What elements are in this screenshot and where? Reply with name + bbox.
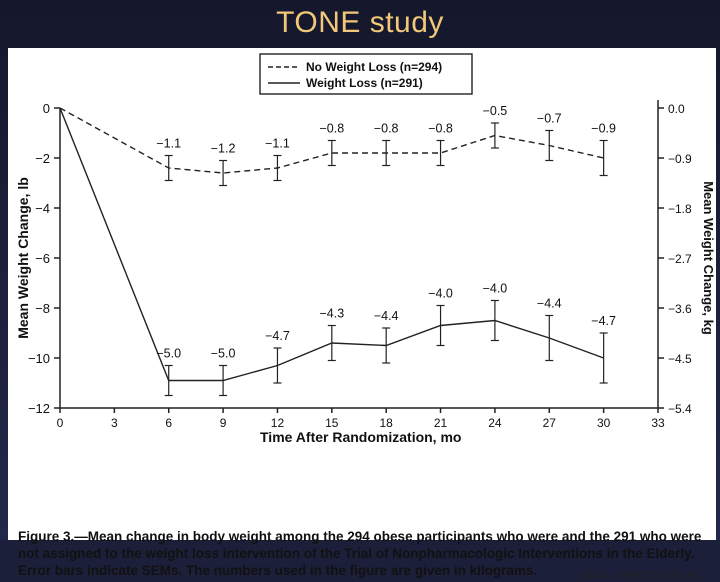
weight-loss-line (59, 107, 604, 382)
x-tick-label: 12 (271, 416, 285, 430)
data-label: −1.2 (211, 142, 236, 156)
data-label: −0.7 (537, 112, 562, 126)
line-chart: 0 −2 −4 −6 −8 −10 −12 0.0 −0.9 −1.8 −2.7 −3.6 −4.5 −5… (15, 53, 716, 445)
y2-axis-title: Mean Weight Change, kg (701, 181, 716, 335)
data-label: −4.3 (319, 307, 344, 321)
x-tick-label: 33 (651, 416, 665, 430)
data-label: −1.1 (265, 137, 290, 151)
data-label: −5.0 (211, 347, 236, 361)
data-label: −4.7 (591, 314, 616, 328)
data-label: −4.4 (537, 297, 562, 311)
chart-axes: 0 −2 −4 −6 −8 −10 −12 0.0 −0.9 −1.8 −2.7 −3.6 −4.5 −5… (15, 100, 716, 445)
legend-entry: No Weight Loss (n=294) (306, 60, 442, 74)
data-label: −4.7 (265, 329, 290, 343)
legend-entry: Weight Loss (n=291) (306, 76, 423, 90)
series-layer: −1.1 −1.2 −1.1 −0.8 −0.8 −0.8 −0.5 −0.7 −0.9 −5.0… (59, 104, 616, 397)
x-axis-title: Time After Randomization, mo (260, 429, 461, 445)
y-tick-label: −6 (35, 251, 50, 266)
y-tick-label: −8 (35, 301, 50, 316)
y-tick-label: 0 (43, 101, 50, 116)
y-tick-label: −12 (28, 401, 50, 416)
y2-tick-label: −2.7 (668, 252, 692, 266)
figure-panel: 0 −2 −4 −6 −8 −10 −12 0.0 −0.9 −1.8 −2.7 −3.6 −4.5 −5… (8, 48, 716, 582)
legend-box (259, 53, 473, 95)
x-tick-label: 9 (220, 416, 227, 430)
data-label: −4.0 (483, 282, 508, 296)
data-label: −0.9 (591, 122, 616, 136)
citation: JAMA, 1998;279:839-46. (580, 570, 702, 582)
x-tick-label: 24 (488, 416, 502, 430)
caption-line: Figure 3.—Mean change in body weight amo… (18, 529, 702, 544)
y-tick-label: −4 (35, 201, 50, 216)
y-axis-title: Mean Weight Change, lb (15, 177, 31, 339)
caption-line: not assigned to the weight loss interven… (18, 546, 695, 561)
data-label: −0.8 (319, 122, 344, 136)
data-label: −0.8 (374, 122, 399, 136)
chart-legend: No Weight Loss (n=294) Weight Loss (n=291… (259, 53, 473, 95)
x-tick-label: 15 (325, 416, 339, 430)
data-label: −0.5 (483, 104, 508, 118)
y-tick-label: −10 (28, 351, 50, 366)
x-tick-label: 18 (380, 416, 394, 430)
y2-tick-label: −4.5 (668, 352, 692, 366)
data-label: −4.4 (374, 309, 399, 323)
x-tick-label: 3 (111, 416, 118, 430)
y2-tick-label: 0.0 (668, 102, 685, 116)
y2-tick-label: −3.6 (668, 302, 692, 316)
data-label: −4.0 (428, 287, 453, 301)
data-label: −1.1 (156, 137, 181, 151)
no-weight-loss-line (59, 107, 604, 174)
x-tick-label: 27 (543, 416, 557, 430)
x-tick-label: 0 (57, 416, 64, 430)
y2-tick-label: −5.4 (668, 402, 692, 416)
slide-title: TONE study (276, 6, 444, 39)
data-label: −5.0 (156, 347, 181, 361)
data-label: −0.8 (428, 122, 453, 136)
y2-tick-label: −1.8 (668, 202, 692, 216)
x-tick-label: 30 (597, 416, 611, 430)
y-tick-label: −2 (35, 151, 50, 166)
x-tick-label: 21 (434, 416, 448, 430)
x-tick-label: 6 (165, 416, 172, 430)
y2-tick-label: −0.9 (668, 152, 692, 166)
